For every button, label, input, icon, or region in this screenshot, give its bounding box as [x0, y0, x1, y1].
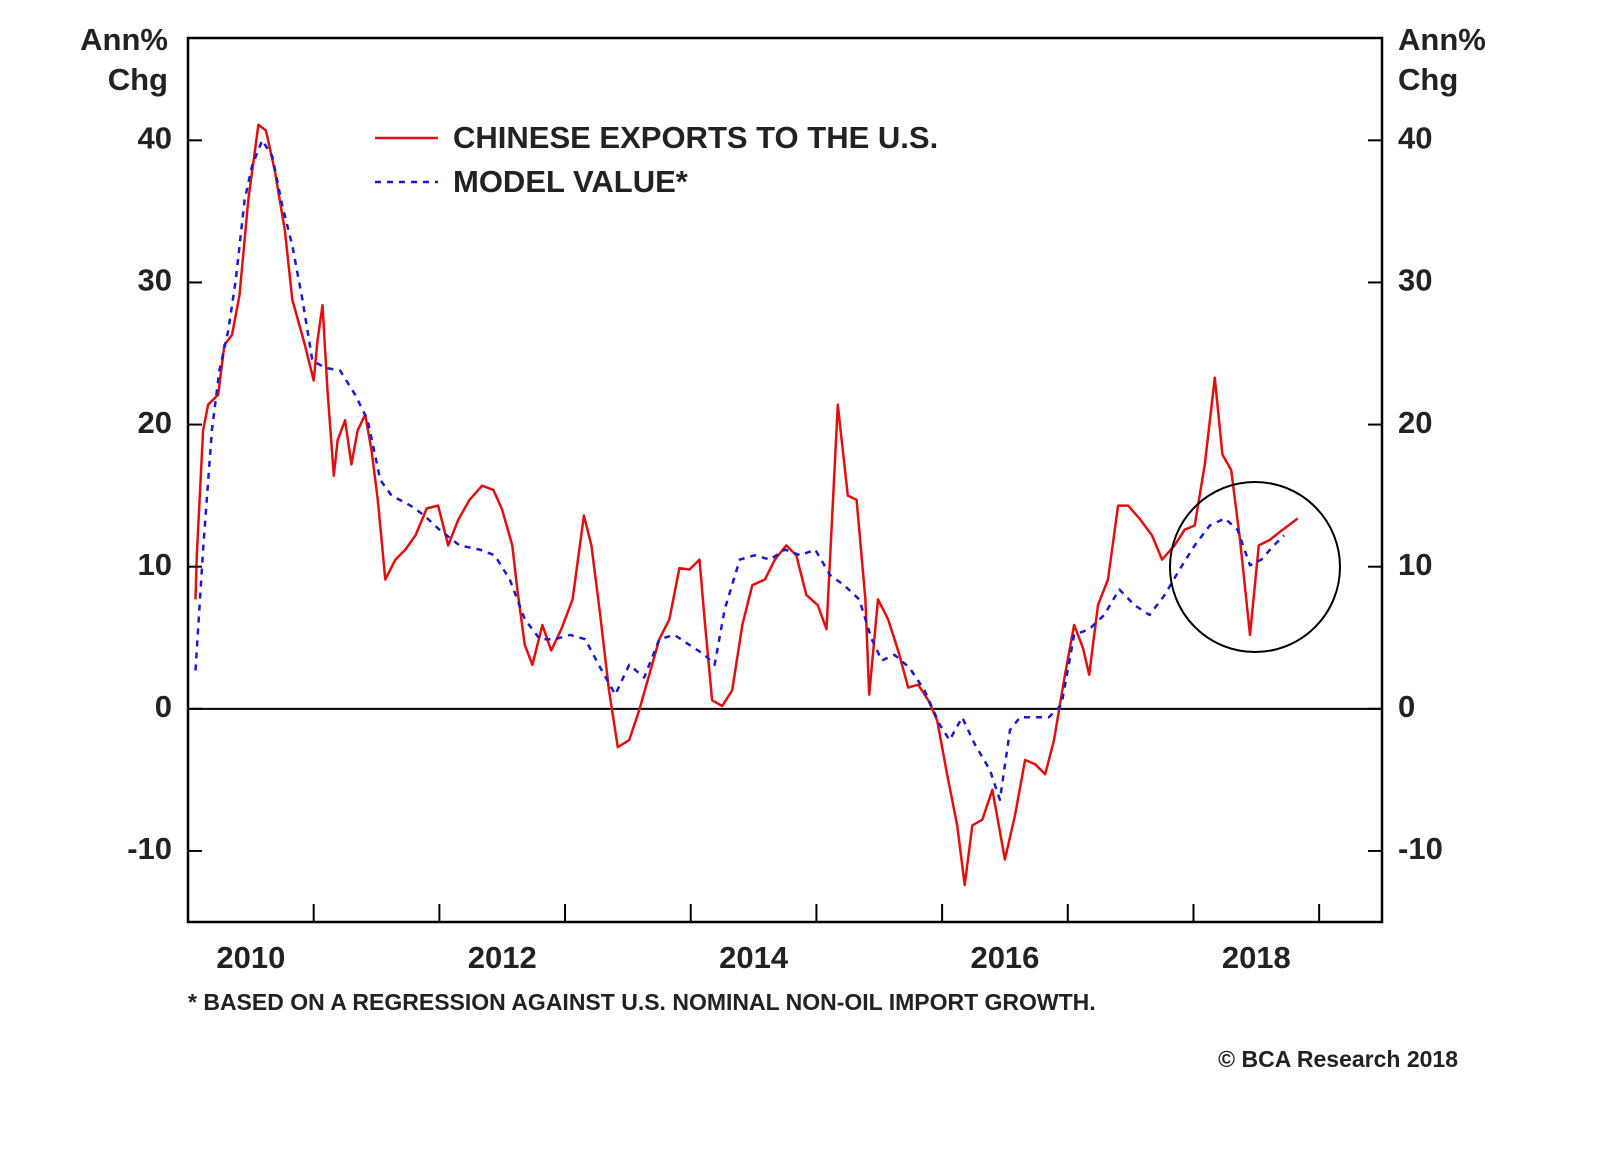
- y2-tick-label: 20: [1398, 405, 1432, 440]
- y-tick-label: -10: [127, 831, 172, 866]
- highlight-circle: [1169, 481, 1341, 653]
- y2-tick-label: 30: [1398, 263, 1432, 298]
- y-tick-label: 10: [138, 547, 172, 582]
- plot-frame: [186, 36, 1384, 924]
- y2-axis-label: Ann%: [1398, 22, 1486, 57]
- y2-tick-label: 40: [1398, 121, 1432, 156]
- x-tick-label: 2018: [1222, 940, 1291, 975]
- y2-tick-label: 10: [1398, 547, 1432, 582]
- y-tick-label: 0: [155, 689, 172, 724]
- y2-tick-label: -10: [1398, 831, 1443, 866]
- y-tick-label: 20: [138, 405, 172, 440]
- x-tick-label: 2014: [719, 940, 789, 975]
- y-axis-label: Chg: [108, 62, 168, 97]
- series-line: [194, 123, 1299, 887]
- y2-axis-label: Chg: [1398, 62, 1458, 97]
- y-tick-label: 30: [138, 263, 172, 298]
- y-axis-label: Ann%: [80, 22, 168, 57]
- x-tick-label: 2016: [970, 940, 1039, 975]
- y-tick-label: 40: [138, 121, 172, 156]
- x-tick-label: 2010: [216, 940, 285, 975]
- footnote: * BASED ON A REGRESSION AGAINST U.S. NOM…: [188, 989, 1096, 1015]
- x-tick-label: 2012: [468, 940, 537, 975]
- y2-tick-label: 0: [1398, 689, 1415, 724]
- legend-label: MODEL VALUE*: [453, 164, 689, 199]
- source-note: © BCA Research 2018: [1218, 1046, 1458, 1072]
- series-line: [194, 139, 1285, 802]
- legend-label: CHINESE EXPORTS TO THE U.S.: [453, 120, 938, 155]
- plot-area: [188, 123, 1382, 887]
